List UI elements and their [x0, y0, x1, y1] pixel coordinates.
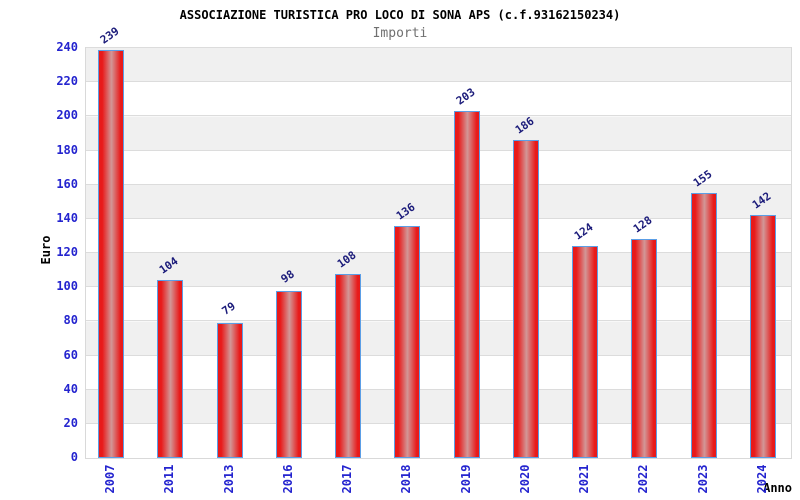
- y-axis-tick-label: 240: [56, 40, 78, 54]
- gridline: [86, 47, 791, 48]
- x-axis-tick-label: 2021: [577, 464, 592, 494]
- x-axis-tick-label: 2016: [280, 464, 295, 494]
- bar-2024: [749, 215, 776, 458]
- x-axis-tick-label: 2024: [754, 464, 769, 494]
- y-axis-tick-label: 180: [56, 142, 78, 157]
- x-axis-label: Anno: [763, 481, 792, 495]
- y-axis-tick-label: 40: [63, 381, 78, 396]
- gridline: [86, 422, 791, 424]
- y-axis-tick-label: 220: [56, 74, 78, 89]
- gridline: [86, 252, 791, 253]
- bar-2011: [157, 280, 184, 458]
- x-axis-tick-label: 2023: [695, 464, 710, 494]
- bar-2018: [394, 225, 421, 458]
- x-axis-tick-label: 2013: [221, 464, 236, 494]
- gridline: [86, 320, 791, 322]
- bar-2020: [512, 140, 539, 458]
- x-axis-tick-label: 2018: [399, 464, 414, 494]
- gridline: [86, 81, 791, 83]
- gridline: [86, 183, 791, 185]
- bar-2016: [275, 290, 302, 458]
- y-axis-tick-label: 120: [56, 245, 78, 259]
- plot-area: [85, 47, 792, 459]
- gridline: [86, 286, 791, 288]
- bar-2023: [690, 193, 717, 458]
- x-axis-tick-label: 2020: [517, 464, 532, 494]
- y-axis-tick-label: 160: [56, 176, 78, 191]
- y-axis-tick-label: 100: [56, 279, 78, 294]
- bar-2017: [335, 273, 362, 458]
- bar-2013: [216, 323, 243, 458]
- y-axis-tick-label: 60: [63, 347, 78, 362]
- bar-2007: [98, 49, 124, 458]
- y-axis-tick-label: 200: [56, 108, 78, 123]
- gridline: [86, 115, 791, 117]
- gridline: [86, 388, 791, 390]
- x-axis-tick-label: 2022: [636, 464, 651, 494]
- y-axis-tick-label: 80: [63, 313, 78, 328]
- y-axis-tick-label: 20: [63, 415, 78, 430]
- y-axis-tick-label: 0: [70, 450, 78, 464]
- gridline: [86, 149, 791, 151]
- y-axis-tick-label: 140: [56, 210, 78, 225]
- x-axis-tick-label: 2019: [458, 464, 473, 494]
- x-axis-tick-label: 2007: [103, 464, 117, 494]
- x-axis-tick-label: 2017: [340, 464, 355, 494]
- gridline: [86, 217, 791, 219]
- bar-2019: [453, 111, 480, 458]
- gridline: [86, 354, 791, 356]
- bar-2022: [631, 239, 658, 458]
- chart-title: ASSOCIAZIONE TURISTICA PRO LOCO DI SONA …: [179, 8, 621, 22]
- chart-subtitle: Importi: [372, 26, 428, 41]
- bar-2021: [572, 246, 599, 458]
- x-axis-tick-label: 2011: [162, 464, 177, 494]
